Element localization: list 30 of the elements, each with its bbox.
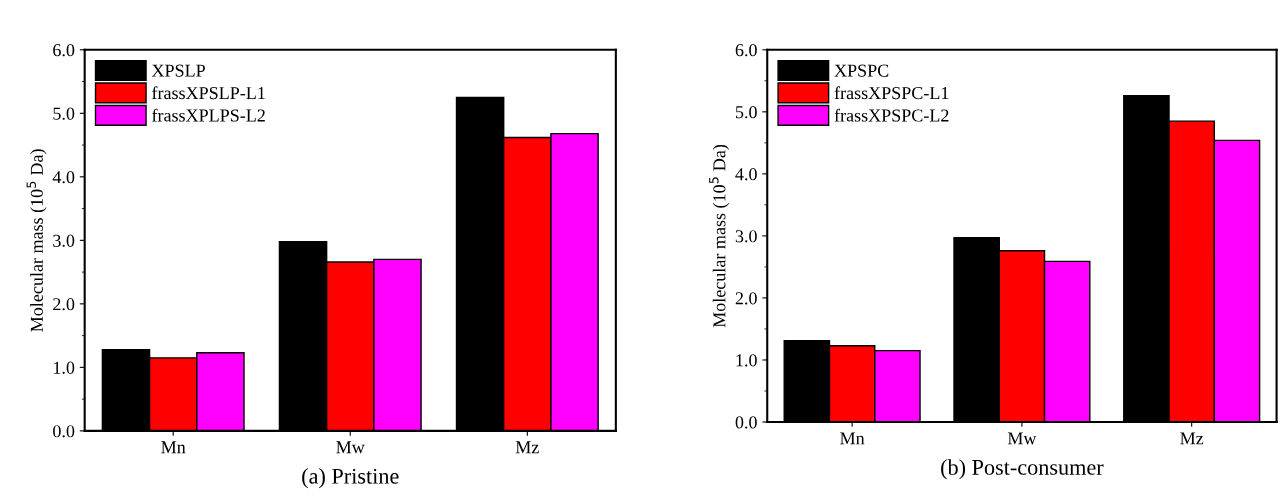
x-tick-label: Mn [840,432,865,445]
y-tick-label: 4.0 [735,168,757,181]
y-tick-label: 3.0 [735,230,757,243]
y-axis-title: Molecular mass (10$^{5}$ Da) [26,149,47,332]
legend-label: XPSPC [834,64,889,77]
x-tick-label: Mw [1007,432,1037,445]
x-axis-title: (a) Pristine [302,468,399,489]
y-axis-title: Molecular mass (10$^{5}$ Da) [709,144,730,328]
x-tick-label: Mw [336,441,365,454]
y-tick-label: 1.0 [736,354,757,367]
x-tick-label: Mz [515,441,539,454]
y-tick-label: 5.0 [735,106,757,119]
y-tick-label: 4.0 [52,171,75,184]
legend-label: frassXPLPS-L2 [152,108,265,122]
legend-label: frassXPSLP-L1 [152,86,265,100]
legend-label: frassXPSPC-L2 [834,108,949,122]
legend-label: frassXPSPC-L1 [834,86,949,100]
y-tick-label: 6.0 [53,44,75,57]
y-tick-label: 5.0 [53,107,75,120]
y-tick-label: 0.0 [53,425,75,438]
legend-label: XPSLP [151,64,205,77]
y-tick-label: 6.0 [735,44,757,57]
y-tick-label: 3.0 [53,234,75,247]
y-tick-label: 2.0 [53,298,75,311]
x-tick-label: Mn [161,441,186,454]
y-tick-label: 0.0 [735,416,757,429]
y-tick-label: 2.0 [735,292,757,305]
x-axis-title: (b) Post-consumer [941,459,1104,480]
y-tick-label: 1.0 [53,361,75,374]
x-tick-label: Mz [1180,432,1204,445]
